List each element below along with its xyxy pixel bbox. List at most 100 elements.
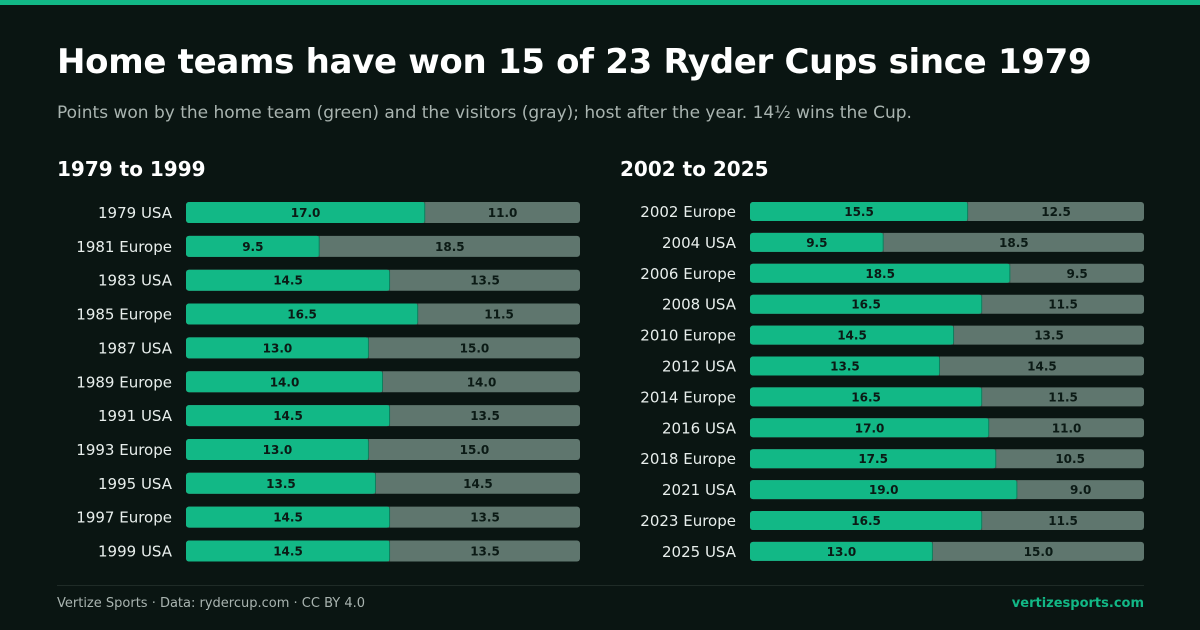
home-value-label: 14.5	[273, 545, 303, 559]
row-label: 2004 USA	[662, 234, 737, 252]
row-label: 1985 Europe	[76, 306, 172, 324]
visitor-value-label: 13.5	[470, 511, 500, 525]
bar-row: 2002 Europe 15.5 12.5	[640, 202, 1144, 221]
row-label: 2010 Europe	[640, 327, 736, 345]
bar-separator	[374, 472, 376, 494]
page-title: Home teams have won 15 of 23 Ryder Cups …	[57, 42, 1092, 82]
home-value-label: 16.5	[851, 298, 881, 312]
bar-separator	[995, 449, 997, 469]
row-label: 2023 Europe	[640, 512, 736, 530]
bar-separator	[967, 202, 969, 221]
home-value-label: 15.5	[844, 205, 874, 219]
bar-row: 1997 Europe 14.5 13.5	[76, 506, 580, 528]
row-label: 2016 USA	[662, 419, 737, 437]
home-value-label: 14.5	[273, 274, 303, 288]
bar-row: 1981 Europe 9.5 18.5	[76, 235, 580, 257]
row-label: 1993 Europe	[76, 441, 172, 459]
visitor-value-label: 12.5	[1041, 205, 1071, 219]
home-bar	[750, 418, 990, 438]
visitor-value-label: 11.0	[1052, 421, 1082, 435]
home-bar	[750, 541, 933, 561]
bar-row: 1993 Europe 13.0 15.0	[76, 438, 580, 460]
visitor-value-label: 15.0	[1024, 545, 1054, 559]
bar-row: 2018 Europe 17.5 10.5	[640, 449, 1144, 469]
visitor-value-label: 11.5	[1048, 514, 1078, 528]
bar-separator	[389, 269, 391, 291]
footer-source: Vertize Sports · Data: rydercup.com · CC…	[57, 596, 366, 611]
home-value-label: 16.5	[851, 390, 881, 404]
visitor-value-label: 15.0	[460, 341, 490, 355]
row-label: 2025 USA	[662, 543, 737, 561]
row-label: 2006 Europe	[640, 265, 736, 283]
bar-row: 1989 Europe 14.0 14.0	[76, 371, 580, 393]
home-value-label: 9.5	[242, 240, 263, 254]
visitor-value-label: 13.5	[470, 545, 500, 559]
bar-separator	[417, 303, 419, 325]
home-value-label: 13.0	[263, 341, 293, 355]
bar-row: 2025 USA 13.0 15.0	[662, 541, 1144, 561]
visitor-value-label: 15.0	[460, 443, 490, 457]
row-label: 2012 USA	[662, 358, 737, 376]
visitor-value-label: 14.5	[463, 477, 493, 491]
panel-title-left: 1979 to 1999	[57, 157, 206, 181]
bar-separator	[981, 511, 983, 530]
bar-row: 2008 USA 16.5 11.5	[662, 294, 1144, 314]
bar-row: 1987 USA 13.0 15.0	[98, 337, 580, 359]
footer-site-link[interactable]: vertizesports.com	[1011, 596, 1144, 611]
home-value-label: 14.5	[273, 511, 303, 525]
row-label: 1987 USA	[98, 339, 173, 357]
home-bar	[750, 232, 884, 252]
row-label: 1979 USA	[98, 204, 173, 222]
home-bar	[186, 405, 391, 427]
home-bar	[750, 511, 983, 530]
row-label: 2018 Europe	[640, 450, 736, 468]
bar-row: 2012 USA 13.5 14.5	[662, 356, 1144, 376]
home-value-label: 16.5	[851, 514, 881, 528]
bar-row: 2006 Europe 18.5 9.5	[640, 263, 1144, 283]
visitor-value-label: 11.5	[1048, 390, 1078, 404]
home-bar	[186, 235, 320, 257]
home-bar	[186, 269, 391, 291]
home-bar	[186, 371, 383, 393]
home-bar	[186, 337, 369, 359]
bar-separator	[981, 294, 983, 314]
home-value-label: 13.0	[827, 545, 857, 559]
visitor-value-label: 11.5	[1048, 298, 1078, 312]
bar-separator	[389, 540, 391, 562]
home-value-label: 16.5	[287, 308, 317, 322]
visitor-value-label: 18.5	[435, 240, 465, 254]
bar-row: 2004 USA 9.5 18.5	[662, 232, 1144, 252]
row-label: 2002 Europe	[640, 203, 736, 221]
home-value-label: 17.5	[858, 452, 888, 466]
bar-separator	[882, 232, 884, 252]
chart-left: 1979 USA 17.0 11.0 1981 Europe 9.5 18.5 1983 U…	[76, 202, 580, 562]
bar-separator	[367, 438, 369, 460]
bar-row: 1999 USA 14.5 13.5	[98, 540, 580, 562]
home-bar	[750, 356, 940, 376]
accent-top-bar	[0, 0, 1200, 5]
home-value-label: 14.5	[273, 409, 303, 423]
bar-row: 2010 Europe 14.5 13.5	[640, 325, 1144, 345]
row-label: 1981 Europe	[76, 238, 172, 256]
visitor-value-label: 13.5	[1034, 329, 1064, 343]
visitor-value-label: 14.5	[1027, 360, 1057, 374]
bar-row: 1991 USA 14.5 13.5	[98, 405, 580, 427]
bar-row: 2016 USA 17.0 11.0	[662, 418, 1144, 438]
row-label: 2021 USA	[662, 481, 737, 499]
bar-row: 2014 Europe 16.5 11.5	[640, 387, 1144, 407]
visitor-value-label: 11.5	[484, 308, 514, 322]
home-value-label: 19.0	[869, 483, 899, 497]
bar-row: 1979 USA 17.0 11.0	[98, 202, 580, 223]
bar-separator	[953, 325, 955, 345]
chart-right: 2002 Europe 15.5 12.5 2004 USA 9.5 18.5 2006 E…	[640, 202, 1144, 561]
visitor-value-label: 11.0	[488, 206, 518, 220]
visitor-value-label: 9.5	[1067, 267, 1088, 281]
home-bar	[750, 387, 983, 407]
home-bar	[186, 438, 369, 460]
bar-separator	[1016, 480, 1018, 500]
row-label: 2008 USA	[662, 296, 737, 314]
bar-separator	[988, 418, 990, 438]
visitor-value-label: 13.5	[470, 274, 500, 288]
bar-row: 1995 USA 13.5 14.5	[98, 472, 580, 494]
bar-row: 1983 USA 14.5 13.5	[98, 269, 580, 291]
